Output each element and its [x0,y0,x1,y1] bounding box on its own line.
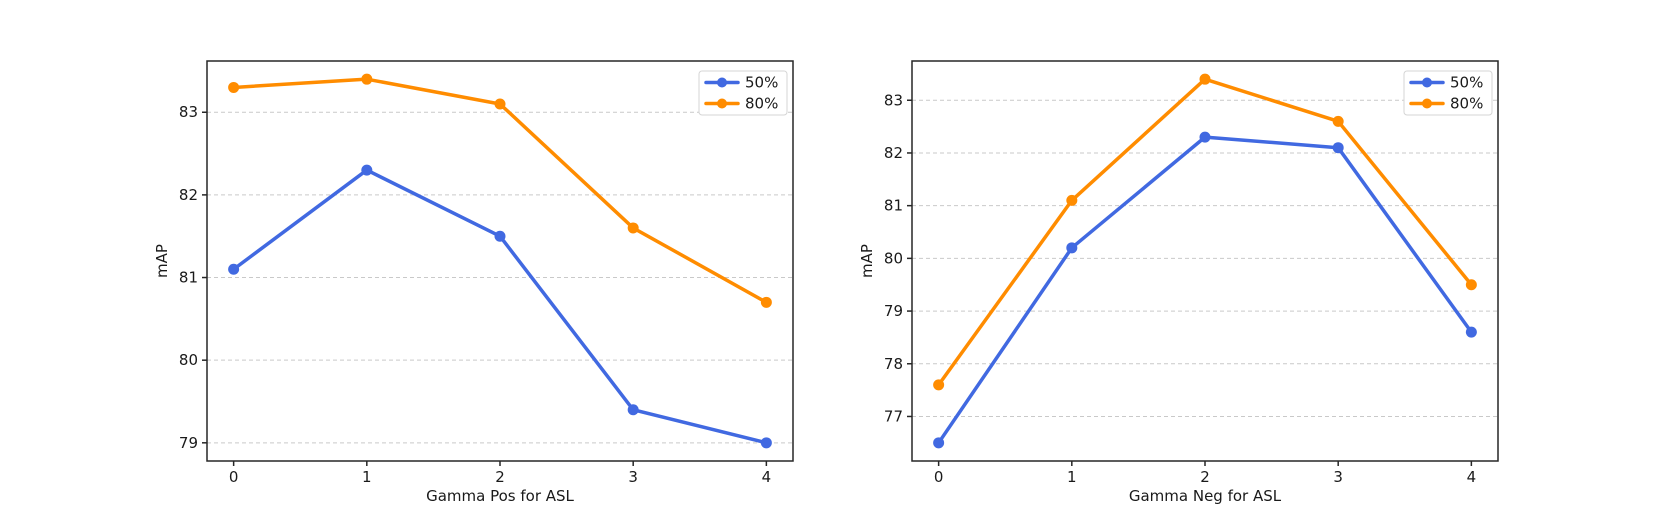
legend-swatch-marker [717,77,727,88]
series-marker-50% [1332,142,1344,154]
y-tick-label: 80 [179,351,198,369]
x-tick-label: 4 [762,468,772,486]
series-line-50% [936,135,1474,445]
series-marker-80% [1199,73,1211,85]
x-tick-label: 3 [628,468,638,486]
y-axis-label: mAP [858,244,876,278]
y-tick-label: 82 [884,144,903,162]
series-marker-80% [1332,115,1344,127]
x-tick-label: 4 [1467,468,1477,486]
y-tick-label: 81 [179,269,198,287]
x-tick-label: 1 [362,468,372,486]
series-marker-80% [933,379,945,391]
series-marker-50% [1199,131,1211,143]
series-marker-50% [361,164,373,176]
chart-canvas: 77 78 79 80 81 82 83 0 1 2 3 4 Gamma Neg for ASL mAP 5… [858,60,1499,505]
y-tick-label: 79 [884,302,903,320]
legend-label: 80% [1450,95,1483,113]
y-tick-label: 79 [179,434,198,452]
series-marker-50% [494,230,506,242]
legend-label: 50% [745,74,778,92]
y-tick-label: 83 [884,91,903,109]
series-line-50% [231,168,769,445]
legend-swatch-marker [1422,98,1432,109]
chart-canvas: 79 80 81 82 83 0 1 2 3 4 Gamma Pos for ASL mAP 50% 80… [153,60,794,505]
series-marker-80% [760,296,772,308]
x-axis-label: Gamma Neg for ASL [1129,487,1282,505]
plot-frame [911,60,1499,462]
series-marker-50% [1465,326,1477,338]
legend-label: 50% [1450,74,1483,92]
series-marker-50% [760,437,772,449]
x-tick-label: 2 [495,468,505,486]
x-tick-label: 1 [1067,468,1077,486]
chart-gamma-pos: 79 80 81 82 83 0 1 2 3 4 Gamma Pos for ASL mAP 50% 80… [150,30,810,505]
series-line-80% [936,77,1474,387]
legend-swatch-marker [1422,77,1432,88]
y-tick-label: 78 [884,355,903,373]
series-marker-50% [627,404,639,416]
y-tick-label: 82 [179,186,198,204]
legend-swatch-marker [717,98,727,109]
series-marker-80% [627,222,639,234]
series-marker-80% [1066,194,1078,206]
series-marker-80% [361,73,373,85]
y-tick-label: 83 [179,103,198,121]
x-tick-label: 0 [229,468,239,486]
y-tick-label: 77 [884,407,903,425]
legend-label: 80% [745,95,778,113]
series-marker-80% [494,98,506,110]
x-tick-label: 0 [934,468,944,486]
y-tick-label: 81 [884,197,903,215]
series-marker-80% [228,81,240,93]
series-marker-50% [1066,242,1078,254]
series-marker-50% [933,437,945,449]
chart-gamma-neg: 77 78 79 80 81 82 83 0 1 2 3 4 Gamma Neg for ASL mAP 5… [855,30,1515,505]
plot-frame [206,60,794,462]
x-tick-label: 2 [1200,468,1210,486]
x-tick-label: 3 [1333,468,1343,486]
y-tick-label: 80 [884,249,903,267]
series-marker-80% [1465,279,1477,291]
x-axis-label: Gamma Pos for ASL [426,487,574,505]
y-axis-label: mAP [153,244,171,278]
series-marker-50% [228,263,240,275]
